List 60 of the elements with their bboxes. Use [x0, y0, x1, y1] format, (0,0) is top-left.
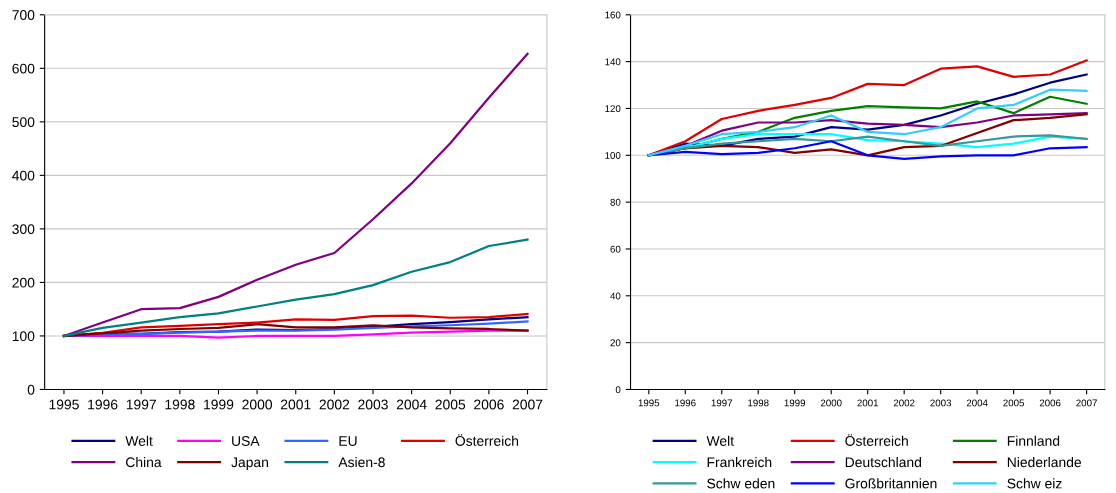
legend-label: Schw eden — [707, 478, 775, 489]
y-tick-label: 100 — [12, 331, 35, 342]
legend-label: Japan — [231, 457, 268, 470]
y-tick-label: 600 — [12, 63, 35, 74]
x-tick-label: 2004 — [396, 399, 427, 410]
x-tick-label: 2000 — [242, 399, 273, 410]
y-tick-label: 140 — [605, 58, 621, 66]
x-tick-label: 2006 — [1039, 399, 1061, 407]
line-series — [62, 238, 529, 338]
legend-label: Deutschland — [845, 456, 921, 468]
x-tick-label: 1998 — [165, 399, 195, 410]
x-tick-label: 1995 — [49, 399, 79, 410]
x-tick-label: 2007 — [1076, 399, 1097, 407]
y-tick-label: 40 — [610, 292, 621, 300]
y-tick-label: 200 — [12, 277, 35, 288]
x-tick-label: 2005 — [1003, 399, 1025, 407]
x-tick-label: 1997 — [711, 399, 733, 407]
x-tick-label: 2003 — [358, 399, 388, 410]
x-tick-label: 2002 — [893, 399, 915, 407]
y-tick-label: 700 — [12, 10, 35, 20]
legend-label: Niederlande — [1007, 456, 1082, 468]
legend-label: Frankreich — [707, 456, 772, 468]
x-tick-label: 1996 — [675, 399, 696, 407]
x-tick-label: 1997 — [126, 399, 156, 410]
x-tick-label: 2002 — [319, 399, 350, 410]
y-tick-label: 0 — [27, 384, 35, 395]
y-tick-label: 400 — [12, 170, 35, 181]
x-tick-label: 2003 — [930, 399, 952, 407]
legend-label: Asien-8 — [338, 456, 385, 468]
legend-label: Großbritannien — [845, 478, 937, 489]
x-tick-label: 1999 — [784, 399, 806, 407]
y-tick-label: 100 — [605, 152, 621, 159]
x-tick-label: 2005 — [435, 399, 466, 410]
legend-label: USA — [232, 436, 260, 446]
y-tick-label: 0 — [615, 386, 621, 394]
legend-label: Welt — [125, 435, 153, 446]
x-tick-label: 2001 — [857, 399, 879, 407]
x-tick-label: 2004 — [966, 399, 988, 407]
legend-label: Schw eiz — [1007, 478, 1062, 489]
y-tick-label: 500 — [12, 117, 35, 128]
y-tick-label: 20 — [610, 339, 621, 347]
y-tick-label: 80 — [610, 198, 621, 206]
legend-label: Österreich — [455, 434, 519, 446]
x-tick-label: 1998 — [748, 399, 769, 407]
legend-label: Finnland — [1007, 435, 1060, 446]
x-tick-label: 2006 — [474, 399, 504, 410]
x-tick-label: 2000 — [820, 399, 842, 407]
legend-label: Welt — [706, 435, 734, 446]
x-tick-label: 1995 — [638, 399, 660, 407]
x-tick-label: 1999 — [204, 399, 234, 410]
y-tick-label: 160 — [605, 11, 621, 19]
y-tick-label: 60 — [610, 245, 621, 253]
legend-label: China — [126, 456, 162, 468]
x-tick-label: 2001 — [280, 399, 311, 410]
x-tick-label: 1996 — [88, 399, 118, 410]
y-tick-label: 120 — [605, 105, 621, 113]
legend-label: Österreich — [845, 434, 908, 446]
legend-label: EU — [339, 436, 357, 446]
y-tick-label: 300 — [12, 224, 35, 235]
x-tick-label: 2007 — [512, 399, 543, 410]
